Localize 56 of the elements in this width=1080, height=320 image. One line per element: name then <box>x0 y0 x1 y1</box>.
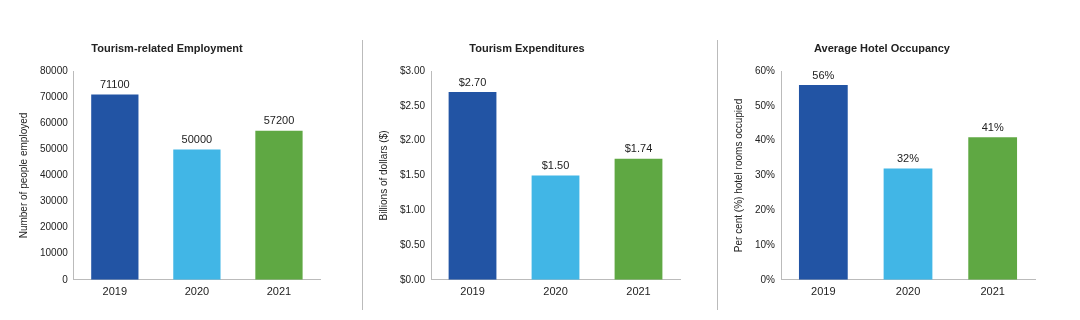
bar <box>968 137 1018 280</box>
y-tick-label: 10000 <box>40 247 69 259</box>
y-tick-label: $2.50 <box>399 99 426 111</box>
chart-title: Average Hotel Occupancy <box>814 41 951 54</box>
data-label: 41% <box>981 120 1004 133</box>
y-tick-label: 60000 <box>40 117 69 129</box>
x-tick-label: 2021 <box>626 285 651 298</box>
x-tick-label: 2020 <box>184 285 210 298</box>
y-tick-label: $0.50 <box>399 238 426 250</box>
y-tick-label: $0.00 <box>399 273 426 285</box>
y-tick-label: 80000 <box>40 64 69 76</box>
data-label: 71100 <box>99 77 130 90</box>
data-label: $1.74 <box>624 142 653 155</box>
bar <box>883 168 933 280</box>
y-axis-title: Billions of dollars ($) <box>377 130 389 221</box>
y-tick-label: $1.00 <box>399 204 426 216</box>
x-tick-label: 2021 <box>266 285 292 298</box>
data-label: 57200 <box>263 114 295 127</box>
y-tick-label: 20000 <box>40 221 69 233</box>
chart-title: Tourism-related Employment <box>91 41 244 54</box>
y-tick-label: 0 <box>62 273 69 285</box>
y-tick-label: 50% <box>755 99 776 111</box>
data-label: $2.70 <box>458 75 487 88</box>
data-label: 56% <box>812 68 835 81</box>
y-tick-label: 30% <box>755 169 776 181</box>
data-label: $1.50 <box>541 159 570 172</box>
bar <box>255 130 303 280</box>
bar <box>173 149 221 280</box>
y-tick-label: 70000 <box>40 91 69 103</box>
data-label: 50000 <box>181 132 213 145</box>
bar <box>798 85 848 280</box>
y-tick-label: 30000 <box>40 195 69 207</box>
bar <box>531 175 580 280</box>
bar <box>448 92 497 280</box>
y-axis-title: Per cent (%) hotel rooms occupied <box>732 98 744 253</box>
chart-title: Tourism Expenditures <box>469 41 585 54</box>
data-label: 32% <box>896 152 920 165</box>
y-tick-label: $3.00 <box>399 64 426 76</box>
bar <box>614 158 663 280</box>
y-tick-label: 10% <box>755 238 776 250</box>
x-tick-label: 2019 <box>460 285 485 298</box>
y-tick-label: 0% <box>760 273 776 285</box>
y-tick-label: $1.50 <box>399 169 426 181</box>
x-tick-label: 2019 <box>811 285 836 298</box>
x-tick-label: 2020 <box>543 285 568 298</box>
y-axis-title: Number of people employed <box>17 112 29 239</box>
x-tick-label: 2020 <box>895 285 921 298</box>
y-tick-label: 40% <box>755 134 776 146</box>
y-tick-label: 40000 <box>40 169 69 181</box>
y-tick-label: 60% <box>755 64 776 76</box>
y-tick-label: 20% <box>755 204 776 216</box>
y-tick-label: $2.00 <box>399 134 426 146</box>
x-tick-label: 2019 <box>102 285 128 298</box>
x-tick-label: 2021 <box>980 285 1005 298</box>
bar <box>91 94 139 280</box>
y-tick-label: 50000 <box>40 143 69 155</box>
